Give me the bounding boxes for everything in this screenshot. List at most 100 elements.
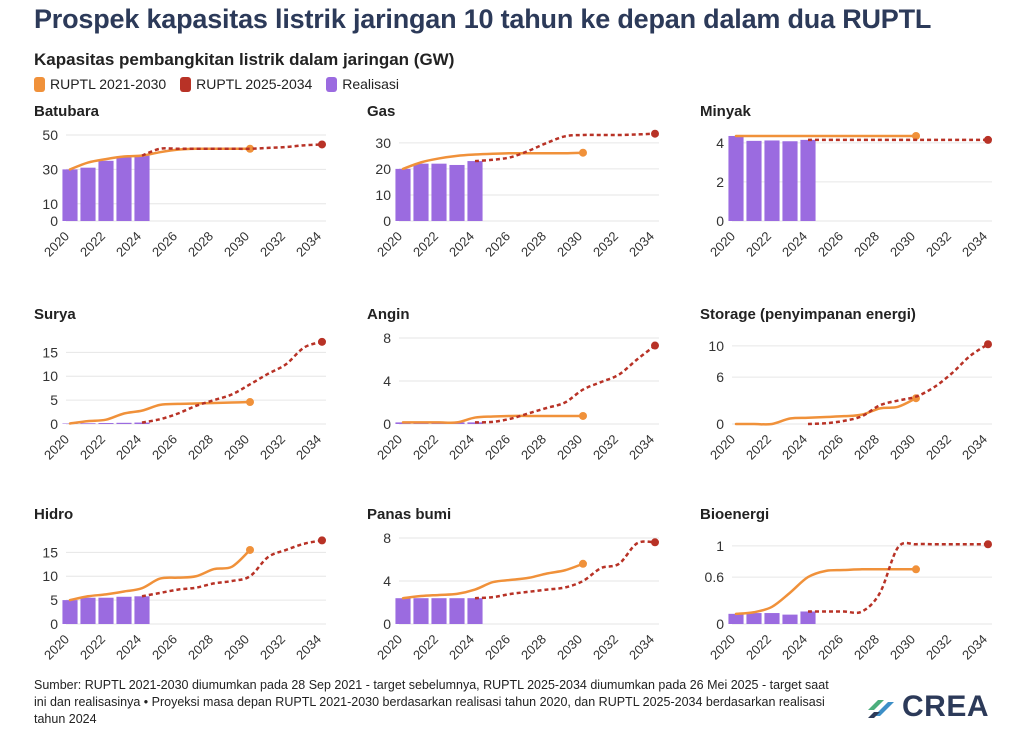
bar-realisasi (467, 422, 483, 424)
panel-title-hidro: Hidro (34, 506, 73, 523)
y-tick-label: 5 (50, 592, 58, 608)
endpoint-ruptl-2021 (246, 545, 254, 554)
bar-realisasi (800, 611, 816, 624)
endpoint-ruptl-2025 (318, 536, 326, 545)
bar-realisasi (98, 597, 114, 624)
x-tick-label: 2020 (707, 632, 738, 663)
y-tick-label: 10 (42, 368, 58, 384)
endpoint-ruptl-2025 (984, 540, 992, 549)
x-tick-label: 2024 (779, 229, 810, 260)
bar-realisasi (728, 135, 744, 221)
x-tick-label: 2034 (293, 432, 324, 463)
y-tick-label: 0 (716, 213, 724, 229)
y-tick-label: 0 (50, 416, 58, 432)
bar-realisasi (80, 167, 96, 221)
bar-realisasi (395, 168, 411, 221)
x-tick-label: 2028 (851, 632, 882, 663)
y-tick-label: 0 (716, 616, 724, 632)
x-tick-label: 2022 (743, 432, 774, 463)
endpoint-ruptl-2021 (246, 144, 254, 153)
y-tick-label: 0 (383, 213, 391, 229)
panel-title-bioenergi: Bioenergi (700, 506, 769, 523)
x-tick-label: 2028 (518, 229, 549, 260)
x-tick-label: 2022 (743, 632, 774, 663)
x-tick-label: 2034 (293, 632, 324, 663)
endpoint-ruptl-2021 (912, 565, 920, 574)
endpoint-ruptl-2025 (984, 340, 992, 349)
bar-realisasi (782, 141, 798, 221)
y-tick-label: 5 (50, 392, 58, 408)
line-ruptl-2021 (734, 567, 918, 616)
line-ruptl-2025 (474, 344, 656, 424)
bar-realisasi (764, 613, 780, 624)
legend-item-realisasi: Realisasi (326, 76, 399, 92)
endpoint-ruptl-2025 (984, 135, 992, 144)
endpoint-ruptl-2021 (912, 131, 920, 140)
bar-realisasi (98, 160, 114, 221)
bar-realisasi (80, 597, 96, 624)
x-tick-label: 2030 (887, 229, 918, 260)
x-tick-label: 2026 (815, 632, 846, 663)
x-tick-label: 2026 (815, 432, 846, 463)
x-tick-label: 2032 (923, 432, 954, 463)
x-tick-label: 2024 (779, 632, 810, 663)
x-tick-label: 2022 (743, 229, 774, 260)
legend-swatch (34, 76, 45, 92)
line-ruptl-2025 (141, 340, 323, 424)
x-tick-label: 2026 (149, 229, 180, 260)
bar-realisasi (134, 422, 150, 424)
x-tick-label: 2030 (221, 632, 252, 663)
x-tick-label: 2034 (959, 632, 990, 663)
y-tick-label: 6 (716, 369, 724, 385)
line-ruptl-2021 (734, 396, 918, 426)
legend: RUPTL 2021-2030 RUPTL 2025-2034 Realisas… (34, 76, 409, 95)
panel-title-angin: Angin (367, 306, 410, 323)
source-note: Sumber: RUPTL 2021-2030 diumumkan pada 2… (34, 678, 829, 726)
x-tick-label: 2026 (482, 632, 513, 663)
bar-realisasi (134, 155, 150, 221)
bar-realisasi (431, 163, 447, 221)
y-tick-label: 10 (42, 196, 58, 212)
y-tick-label: 15 (42, 544, 58, 560)
crea-logo-text: CREA (902, 690, 990, 723)
chart-subtitle: Kapasitas pembangkitan listrik dalam jar… (34, 50, 455, 69)
x-tick-label: 2030 (887, 432, 918, 463)
x-tick-label: 2028 (851, 229, 882, 260)
y-tick-label: 2 (716, 174, 724, 190)
x-tick-label: 2022 (77, 229, 108, 260)
y-tick-label: 30 (42, 161, 58, 177)
bar-realisasi (467, 161, 483, 221)
x-tick-label: 2032 (923, 632, 954, 663)
x-tick-label: 2020 (707, 432, 738, 463)
x-tick-label: 2022 (77, 632, 108, 663)
y-tick-label: 10 (708, 338, 724, 354)
x-tick-label: 2032 (590, 632, 621, 663)
endpoint-ruptl-2025 (651, 129, 659, 138)
endpoint-ruptl-2025 (318, 337, 326, 346)
x-tick-label: 2030 (554, 229, 585, 260)
x-tick-label: 2030 (554, 632, 585, 663)
x-tick-label: 2022 (410, 632, 441, 663)
line-ruptl-2021 (68, 400, 252, 425)
x-tick-label: 2020 (41, 229, 72, 260)
y-tick-label: 0 (383, 616, 391, 632)
x-tick-label: 2020 (374, 229, 405, 260)
y-tick-label: 0 (716, 416, 724, 432)
x-tick-label: 2024 (113, 432, 144, 463)
bar-realisasi (116, 157, 132, 221)
bar-realisasi (395, 598, 411, 624)
x-tick-label: 2024 (113, 632, 144, 663)
y-tick-label: 4 (383, 373, 391, 389)
x-tick-label: 2034 (959, 229, 990, 260)
y-tick-label: 8 (383, 330, 391, 346)
x-tick-label: 2026 (482, 432, 513, 463)
x-tick-label: 2034 (626, 632, 657, 663)
x-tick-label: 2024 (779, 432, 810, 463)
panel-title-surya: Surya (34, 306, 76, 323)
line-ruptl-2025 (141, 143, 323, 157)
bar-realisasi (746, 140, 762, 221)
legend-label: Realisasi (342, 76, 400, 92)
x-tick-label: 2026 (149, 432, 180, 463)
panel-title-minyak: Minyak (700, 103, 752, 120)
y-tick-label: 50 (42, 127, 58, 143)
